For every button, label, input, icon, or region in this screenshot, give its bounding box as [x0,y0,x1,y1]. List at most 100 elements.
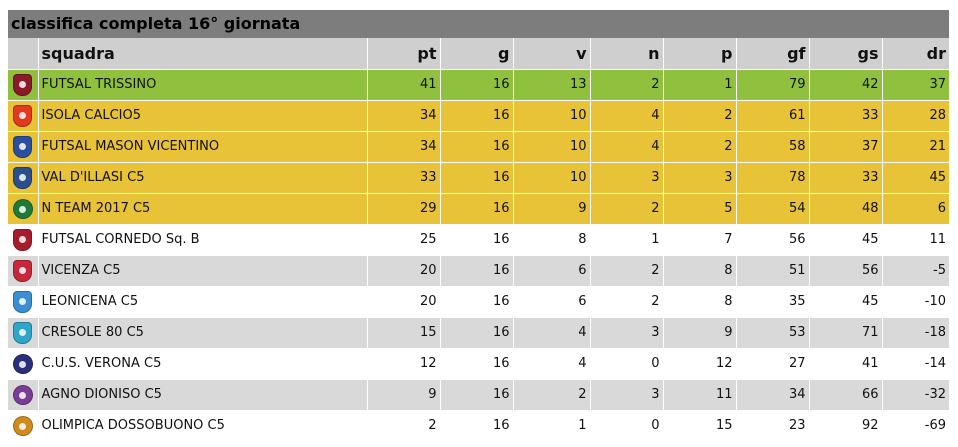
header-pt: pt [366,38,440,70]
logo-cell [8,162,38,194]
cell-n: 3 [589,162,663,194]
cell-n: 2 [589,193,663,225]
logo-cell [8,100,38,132]
cell-g: 16 [439,193,513,225]
cell-pt: 34 [366,100,440,132]
futsal-cornedo-logo-icon [13,228,33,251]
cell-p: 1 [662,69,736,101]
header-team: squadra [37,38,367,70]
logo-cell [8,193,38,225]
cell-gf: 27 [735,348,809,380]
cell-pt: 20 [366,255,440,287]
cell-gf: 61 [735,100,809,132]
cell-p: 2 [662,131,736,163]
vicenza-c5-logo-icon [13,259,33,282]
team-name: VICENZA C5 [37,255,367,287]
cell-p: 8 [662,255,736,287]
table-row: C.U.S. VERONA C5 12 16 4 0 12 27 41 -14 [8,348,949,380]
cell-v: 6 [512,286,590,318]
cell-n: 3 [589,379,663,411]
cell-p: 12 [662,348,736,380]
cell-p: 9 [662,317,736,349]
cell-gs: 41 [808,348,882,380]
logo-cell [8,131,38,163]
cell-n: 4 [589,131,663,163]
cell-pt: 15 [366,317,440,349]
cell-pt: 9 [366,379,440,411]
cell-dr: 28 [881,100,949,132]
cell-n: 2 [589,255,663,287]
cell-p: 5 [662,193,736,225]
cell-v: 13 [512,69,590,101]
table-row: CRESOLE 80 C5 15 16 4 3 9 53 71 -18 [8,317,949,349]
cell-n: 1 [589,224,663,256]
cell-n: 4 [589,100,663,132]
cell-gs: 92 [808,410,882,442]
header-v: v [512,38,590,70]
cell-v: 8 [512,224,590,256]
cell-v: 6 [512,255,590,287]
header-gf: gf [735,38,809,70]
table-row: FUTSAL MASON VICENTINO 34 16 10 4 2 58 37 21 [8,131,949,163]
logo-cell [8,286,38,318]
cell-p: 3 [662,162,736,194]
cell-v: 10 [512,162,590,194]
cell-pt: 12 [366,348,440,380]
leonicena-c5-logo-icon [13,290,33,313]
header-p: p [662,38,736,70]
cell-p: 11 [662,379,736,411]
cell-gf: 58 [735,131,809,163]
cell-g: 16 [439,317,513,349]
cell-g: 16 [439,286,513,318]
cell-gs: 71 [808,317,882,349]
logo-cell [8,224,38,256]
standings-title: classifica completa 16° giornata [8,10,949,38]
val-dillasi-c5-logo-icon [13,166,33,189]
team-name: ISOLA CALCIO5 [37,100,367,132]
cell-pt: 41 [366,69,440,101]
header-logo [8,38,38,70]
logo-cell [8,379,38,411]
cell-gf: 51 [735,255,809,287]
cell-p: 15 [662,410,736,442]
cell-pt: 29 [366,193,440,225]
cell-dr: 21 [881,131,949,163]
cell-gs: 37 [808,131,882,163]
cell-dr: 6 [881,193,949,225]
cell-pt: 2 [366,410,440,442]
cell-n: 0 [589,410,663,442]
cell-dr: -10 [881,286,949,318]
cell-pt: 20 [366,286,440,318]
team-name: C.U.S. VERONA C5 [37,348,367,380]
cell-v: 9 [512,193,590,225]
team-name: N TEAM 2017 C5 [37,193,367,225]
standings-table: squadra pt g v n p gf gs dr FUTSAL TRISS… [8,38,949,442]
n-team-2017-c5-logo-icon [12,198,33,219]
standings-body: FUTSAL TRISSINO 41 16 13 2 1 79 42 37 ISOLA CALCI… [8,69,949,442]
table-row: N TEAM 2017 C5 29 16 9 2 5 54 48 6 [8,193,949,225]
cell-dr: -32 [881,379,949,411]
cell-g: 16 [439,410,513,442]
cell-pt: 25 [366,224,440,256]
cell-g: 16 [439,100,513,132]
cell-v: 4 [512,348,590,380]
cell-n: 3 [589,317,663,349]
cell-gs: 33 [808,162,882,194]
cell-gf: 34 [735,379,809,411]
cell-gs: 56 [808,255,882,287]
cell-gs: 45 [808,286,882,318]
cell-gf: 35 [735,286,809,318]
cell-gs: 45 [808,224,882,256]
header-gs: gs [808,38,882,70]
cell-p: 8 [662,286,736,318]
futsal-mason-vicentino-logo-icon [13,135,33,158]
cell-gf: 53 [735,317,809,349]
team-name: OLIMPICA DOSSOBUONO C5 [37,410,367,442]
cell-g: 16 [439,348,513,380]
team-name: FUTSAL MASON VICENTINO [37,131,367,163]
cell-pt: 33 [366,162,440,194]
cell-dr: 11 [881,224,949,256]
header-n: n [589,38,663,70]
cell-gf: 54 [735,193,809,225]
cell-gf: 56 [735,224,809,256]
